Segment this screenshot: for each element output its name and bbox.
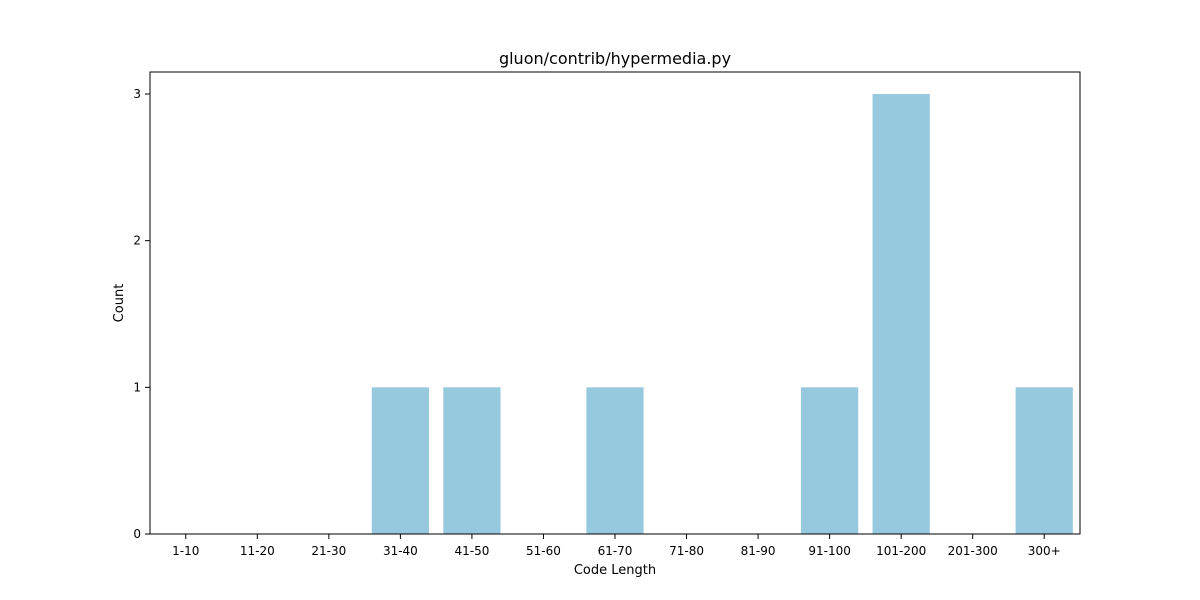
x-axis-ticks: 1-10 11-20 21-30 31-40 41-50 51-60 61-70 71-80 8…: [172, 534, 1061, 558]
x-axis-label: Code Length: [574, 563, 656, 578]
y-tick-label: 0: [133, 527, 141, 541]
y-axis-label: Count: [112, 284, 127, 323]
bar-31-40: [371, 387, 429, 534]
y-axis-ticks: 0 1 2 3: [133, 87, 150, 541]
x-tick-label: 91-100: [808, 544, 851, 558]
x-tick-label: 201-300: [948, 544, 998, 558]
y-tick-label: 2: [133, 234, 141, 248]
x-tick-label: 21-30: [311, 544, 346, 558]
x-tick-label: 51-60: [526, 544, 561, 558]
x-tick-label: 300+: [1028, 544, 1061, 558]
bar-300+: [1015, 387, 1073, 534]
y-tick-label: 3: [133, 87, 141, 101]
x-tick-label: 61-70: [598, 544, 633, 558]
x-tick-label: 31-40: [383, 544, 418, 558]
y-tick-label: 1: [133, 380, 141, 394]
x-tick-label: 101-200: [876, 544, 926, 558]
x-tick-label: 41-50: [454, 544, 489, 558]
x-tick-label: 71-80: [669, 544, 704, 558]
bar-group: [371, 94, 1073, 534]
bar-41-50: [443, 387, 501, 534]
x-tick-label: 1-10: [172, 544, 199, 558]
x-tick-label: 81-90: [741, 544, 776, 558]
bar-91-100: [801, 387, 859, 534]
x-tick-label: 11-20: [240, 544, 275, 558]
bar-101-200: [872, 94, 930, 534]
chart-title: gluon/contrib/hypermedia.py: [499, 49, 731, 68]
plot-frame: [149, 71, 1081, 535]
bar-61-70: [586, 387, 644, 534]
